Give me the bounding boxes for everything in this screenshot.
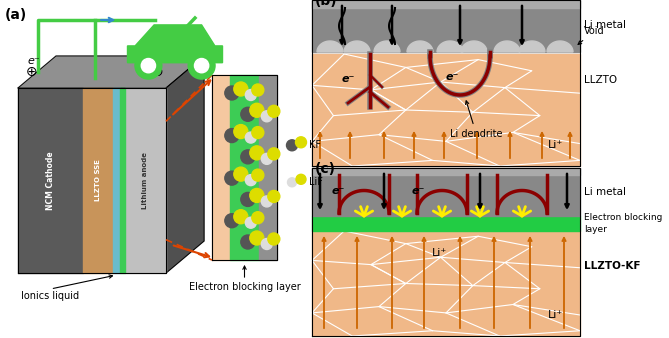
Text: (c): (c): [315, 162, 336, 176]
Text: Li dendrite: Li dendrite: [450, 101, 502, 139]
Text: LLZTO: LLZTO: [584, 75, 617, 85]
Text: Void: Void: [578, 26, 605, 44]
Polygon shape: [18, 56, 204, 88]
Circle shape: [141, 58, 155, 73]
Circle shape: [268, 233, 280, 245]
Text: Li⁺: Li⁺: [548, 140, 563, 150]
Text: Electron blocking layer: Electron blocking layer: [189, 282, 300, 292]
Circle shape: [262, 196, 272, 207]
Circle shape: [262, 111, 272, 122]
Polygon shape: [260, 75, 277, 260]
Polygon shape: [344, 41, 370, 52]
Circle shape: [225, 128, 239, 143]
Text: NCM Cathode: NCM Cathode: [46, 151, 55, 210]
Polygon shape: [317, 41, 343, 52]
Circle shape: [286, 140, 298, 151]
Text: KF: KF: [309, 140, 321, 150]
Circle shape: [252, 84, 264, 96]
Circle shape: [241, 235, 255, 249]
Text: e⁻: e⁻: [332, 186, 345, 196]
Circle shape: [268, 105, 280, 117]
Circle shape: [188, 52, 215, 79]
Text: (b): (b): [315, 0, 338, 8]
Polygon shape: [312, 54, 580, 166]
Text: e⁻: e⁻: [446, 72, 460, 82]
Circle shape: [252, 212, 264, 224]
Circle shape: [225, 86, 239, 100]
Circle shape: [262, 239, 272, 249]
Polygon shape: [407, 41, 433, 52]
Circle shape: [246, 217, 256, 228]
Circle shape: [246, 90, 256, 100]
Circle shape: [234, 82, 248, 96]
Text: e⁻: e⁻: [342, 74, 355, 84]
Polygon shape: [120, 88, 124, 273]
Text: Ionics liquid: Ionics liquid: [21, 291, 80, 301]
Polygon shape: [547, 41, 573, 52]
Circle shape: [225, 171, 239, 185]
Polygon shape: [312, 168, 580, 216]
Polygon shape: [312, 0, 580, 8]
Circle shape: [195, 58, 209, 73]
Circle shape: [262, 153, 272, 164]
Text: ⊖: ⊖: [152, 65, 164, 79]
Circle shape: [246, 132, 256, 143]
Text: e⁻: e⁻: [412, 186, 425, 196]
Circle shape: [250, 146, 264, 160]
Circle shape: [225, 214, 239, 228]
Circle shape: [268, 190, 280, 202]
Circle shape: [250, 188, 264, 202]
Polygon shape: [437, 41, 463, 52]
Text: (a): (a): [5, 8, 27, 22]
Circle shape: [250, 103, 264, 117]
Circle shape: [234, 210, 248, 224]
Circle shape: [288, 178, 296, 187]
Circle shape: [234, 125, 248, 139]
Text: e⁻: e⁻: [28, 56, 41, 66]
Text: Electron blocking
layer: Electron blocking layer: [584, 214, 662, 234]
Text: Li⁺: Li⁺: [432, 248, 448, 258]
Circle shape: [234, 167, 248, 181]
Text: Li⁺: Li⁺: [548, 310, 563, 320]
Polygon shape: [494, 41, 520, 52]
Circle shape: [296, 137, 306, 148]
Polygon shape: [461, 41, 487, 52]
Polygon shape: [519, 41, 545, 52]
Text: LLZTO SSE: LLZTO SSE: [95, 160, 101, 201]
Text: Li metal: Li metal: [584, 20, 626, 30]
Circle shape: [241, 150, 255, 164]
Circle shape: [246, 175, 256, 186]
Polygon shape: [312, 231, 580, 336]
Polygon shape: [312, 0, 580, 52]
Polygon shape: [112, 88, 120, 273]
Polygon shape: [83, 88, 112, 273]
Polygon shape: [212, 75, 230, 260]
Polygon shape: [128, 25, 223, 63]
Text: Lithium anode: Lithium anode: [142, 152, 149, 209]
Text: LLZTO-KF: LLZTO-KF: [584, 261, 640, 271]
Text: LiF: LiF: [309, 177, 323, 187]
Polygon shape: [166, 56, 204, 273]
Polygon shape: [124, 88, 166, 273]
Text: Li metal: Li metal: [584, 187, 626, 197]
Circle shape: [268, 148, 280, 160]
Circle shape: [252, 126, 264, 139]
Circle shape: [252, 169, 264, 181]
Circle shape: [241, 107, 255, 121]
Circle shape: [241, 192, 255, 207]
Circle shape: [135, 52, 162, 79]
Polygon shape: [312, 168, 580, 175]
Polygon shape: [312, 216, 580, 231]
Circle shape: [296, 174, 306, 184]
Polygon shape: [230, 75, 260, 260]
Polygon shape: [374, 41, 400, 52]
Polygon shape: [18, 88, 83, 273]
Text: ⊕: ⊕: [26, 65, 37, 79]
Circle shape: [250, 231, 264, 245]
